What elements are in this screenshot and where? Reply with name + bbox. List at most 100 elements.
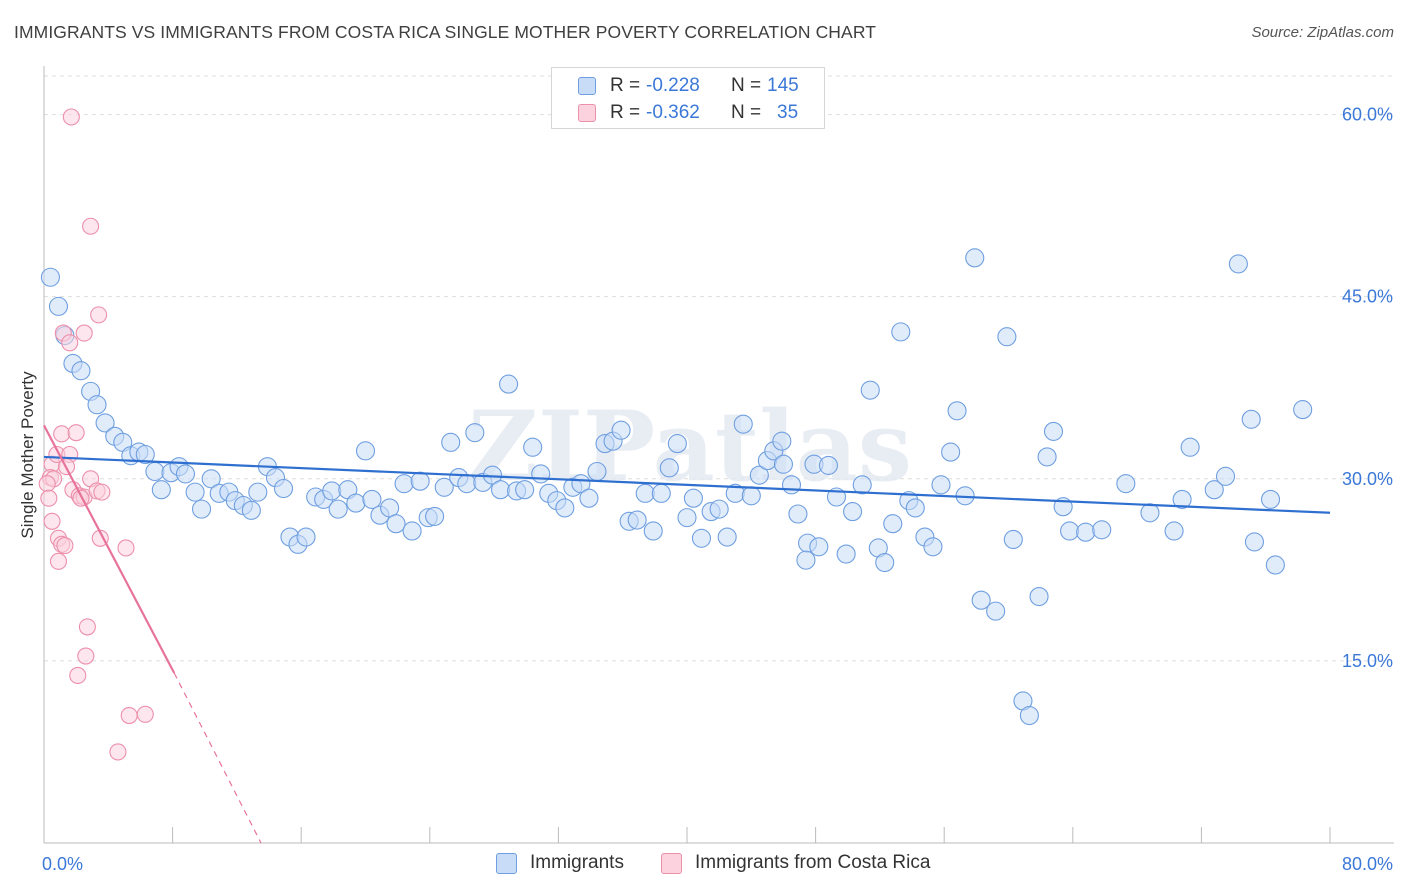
data-point-immigrants [1060, 521, 1080, 541]
r-value: -0.228 [646, 75, 700, 96]
data-point-immigrants [499, 374, 519, 394]
data-point-immigrants [772, 431, 792, 451]
data-point-immigrants [394, 474, 414, 494]
data-point-immigrants [48, 296, 69, 316]
data-point-immigrants [1092, 520, 1112, 540]
data-point-immigrants [587, 461, 607, 482]
r-value: -0.362 [646, 102, 700, 123]
x-tick-label-min: 0.0% [42, 854, 83, 874]
data-point-immigrants [875, 553, 895, 573]
data-point-immigrants [465, 423, 485, 443]
data-point-immigrants [883, 514, 903, 534]
data-point-costa-rica [40, 489, 58, 507]
data-point-immigrants [947, 401, 967, 421]
data-point-immigrants [1116, 474, 1136, 494]
data-point-immigrants [241, 500, 261, 520]
data-point-immigrants [1140, 503, 1160, 523]
data-point-immigrants [1204, 480, 1224, 500]
data-point-immigrants [635, 483, 655, 503]
data-point-costa-rica [62, 108, 80, 126]
data-point-immigrants [175, 464, 196, 484]
data-point-immigrants [741, 486, 761, 506]
r-label: R = [610, 102, 641, 123]
data-point-immigrants [691, 528, 712, 548]
data-point-immigrants [40, 267, 60, 287]
data-point-immigrants [490, 480, 511, 500]
data-point-immigrants [328, 499, 348, 519]
data-point-immigrants [87, 395, 107, 415]
data-point-immigrants [1172, 489, 1192, 509]
legend-swatch-pink [578, 104, 596, 122]
data-point-costa-rica [72, 489, 90, 507]
trend-line-costa-rica-extension [173, 672, 262, 844]
y-tick-label: 60.0% [1342, 105, 1393, 125]
data-point-immigrants [1215, 466, 1236, 486]
y-axis-label: Single Mother Poverty [18, 371, 37, 539]
data-point-immigrants [355, 441, 376, 461]
data-point-immigrants [191, 499, 212, 519]
data-point-immigrants [410, 471, 430, 491]
data-point-costa-rica [56, 537, 74, 555]
data-point-immigrants [717, 527, 737, 547]
data-point-costa-rica [38, 475, 56, 493]
n-label: N = [731, 75, 762, 96]
n-label: N = [731, 102, 762, 123]
data-point-immigrants [531, 464, 551, 484]
data-point-immigrants [296, 527, 316, 547]
data-point-immigrants [796, 550, 816, 570]
data-point-costa-rica [77, 647, 95, 665]
data-point-immigrants [402, 521, 422, 541]
chart-title: IMMIGRANTS VS IMMIGRANTS FROM COSTA RICA… [14, 22, 877, 42]
data-point-costa-rica [120, 706, 138, 725]
data-point-immigrants [1244, 532, 1264, 552]
data-point-immigrants [201, 469, 221, 489]
data-point-costa-rica [69, 666, 87, 685]
data-point-costa-rica [93, 483, 111, 501]
n-value: 35 [777, 102, 799, 123]
data-point-costa-rica [90, 306, 108, 324]
data-point-costa-rica [82, 217, 100, 235]
data-point-costa-rica [49, 552, 68, 570]
data-point-immigrants [1037, 447, 1057, 467]
data-point-immigrants [818, 455, 839, 475]
data-point-immigrants [346, 493, 366, 513]
data-point-immigrants [95, 413, 115, 433]
source-credit: Source: ZipAtlas.com [1251, 24, 1394, 41]
data-point-costa-rica [53, 425, 71, 443]
data-point-immigrants [852, 475, 872, 495]
series-swatch-pink [661, 853, 682, 874]
data-point-immigrants [986, 601, 1006, 621]
data-point-costa-rica [43, 512, 61, 530]
data-point-immigrants [677, 508, 697, 528]
data-point-immigrants [457, 474, 477, 494]
trend-line-costa-rica [43, 424, 176, 674]
data-point-immigrants [386, 514, 406, 534]
data-point-immigrants [836, 544, 856, 564]
x-tick-label-max: 80.0% [1342, 854, 1393, 874]
data-point-immigrants [733, 414, 753, 434]
data-point-immigrants [523, 437, 543, 457]
data-point-immigrants [843, 502, 863, 522]
data-point-immigrants [579, 488, 599, 508]
data-point-immigrants [185, 482, 205, 502]
data-point-immigrants [135, 444, 155, 465]
n-value: 145 [767, 75, 799, 96]
data-point-immigrants [515, 480, 535, 500]
data-point-immigrants [611, 420, 631, 440]
data-point-immigrants [248, 482, 268, 502]
data-point-immigrants [923, 537, 943, 557]
series-swatch-blue [496, 853, 517, 874]
data-point-costa-rica [61, 334, 79, 352]
correlation-legend: R = -0.228 N = 145 R = -0.362 N = 35 [551, 67, 825, 129]
data-point-immigrants [425, 506, 445, 526]
data-point-immigrants [71, 361, 91, 381]
data-point-immigrants [809, 537, 829, 557]
data-point-immigrants [971, 590, 991, 610]
data-point-immigrants [781, 475, 802, 495]
data-point-immigrants [891, 322, 911, 342]
series-name: Immigrants from Costa Rica [695, 852, 931, 873]
data-point-immigrants [1019, 705, 1039, 726]
data-point-immigrants [1164, 521, 1184, 541]
series-name: Immigrants [530, 852, 624, 873]
data-point-immigrants [941, 442, 961, 462]
